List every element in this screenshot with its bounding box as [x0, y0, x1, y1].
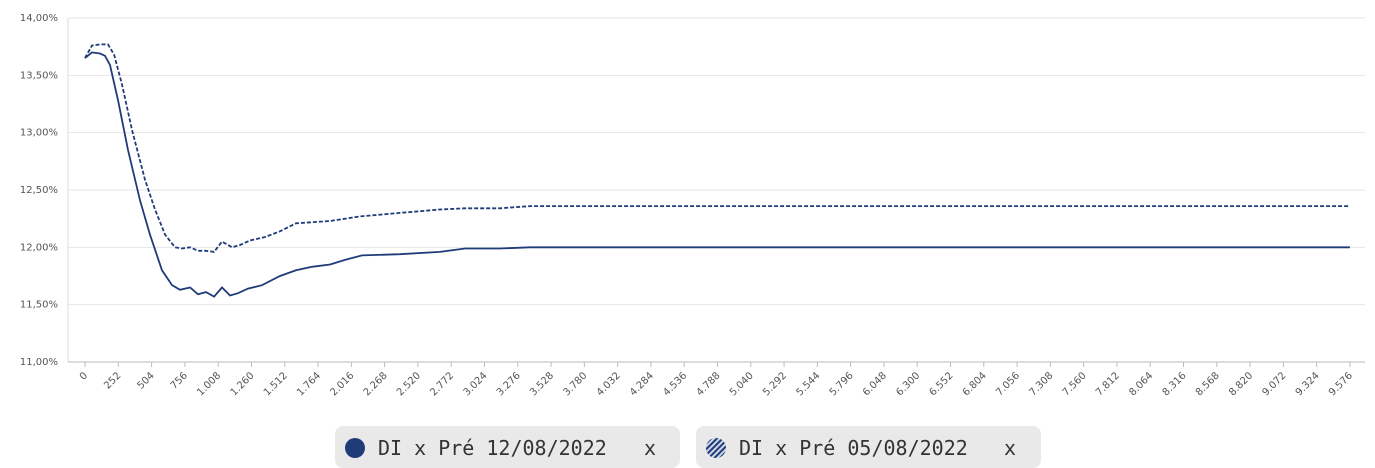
y-tick-label: 12,50% — [20, 185, 58, 196]
x-tick-label: 1.260 — [229, 370, 257, 398]
x-tick-label: 756 — [169, 370, 190, 391]
x-tick-label: 5.544 — [794, 370, 822, 398]
x-tick-label: 4.032 — [595, 370, 623, 398]
series-line — [84, 43, 1350, 253]
x-tick-label: 0 — [78, 370, 90, 382]
x-tick-label: 1.764 — [295, 370, 323, 398]
x-tick-label: 6.300 — [894, 370, 922, 398]
x-tick-label: 4.788 — [695, 370, 723, 398]
x-tick-label: 2.520 — [395, 370, 423, 398]
x-tick-label: 252 — [102, 370, 123, 391]
x-tick-label: 9.576 — [1327, 370, 1355, 398]
x-tick-label: 7.308 — [1027, 370, 1055, 398]
x-tick-label: 9.324 — [1294, 370, 1322, 398]
legend: DI x Pré 12/08/2022 x DI x Pré 05/08/202… — [335, 426, 1041, 468]
x-tick-label: 4.536 — [661, 370, 689, 398]
x-tick-label: 7.056 — [994, 370, 1022, 398]
x-tick-label: 8.316 — [1161, 370, 1189, 398]
x-tick-label: 1.512 — [262, 370, 290, 398]
legend-remove[interactable]: x — [644, 436, 656, 460]
x-tick-label: 8.064 — [1127, 370, 1155, 398]
y-tick-label: 11,00% — [20, 357, 58, 368]
y-tick-label: 13,50% — [20, 70, 58, 81]
x-tick-label: 3.276 — [495, 370, 523, 398]
legend-item[interactable] — [696, 426, 1041, 468]
x-tick-label: 3.528 — [528, 370, 556, 398]
legend-marker — [345, 438, 365, 458]
x-tick-label: 504 — [135, 370, 156, 391]
x-tick-label: 9.072 — [1260, 370, 1288, 398]
x-tick-label: 2.772 — [428, 370, 456, 398]
x-tick-label: 6.048 — [861, 370, 889, 398]
x-tick-label: 2.016 — [328, 370, 356, 398]
x-tick-label: 5.040 — [728, 370, 756, 398]
x-tick-label: 1.008 — [195, 370, 223, 398]
x-tick-label: 7.560 — [1061, 370, 1089, 398]
x-tick-label: 2.268 — [362, 370, 390, 398]
legend-marker — [706, 438, 726, 458]
x-tick-label: 5.796 — [828, 370, 856, 398]
x-tick-label: 3.024 — [462, 370, 490, 398]
y-tick-label: 14,00% — [20, 13, 58, 24]
legend-item[interactable] — [335, 426, 680, 468]
legend-label: DI x Pré 12/08/2022 — [378, 436, 607, 460]
y-tick-label: 11,50% — [20, 300, 58, 311]
series-line — [84, 51, 1350, 298]
legend-label: DI x Pré 05/08/2022 — [739, 436, 968, 460]
y-tick-label: 13,00% — [20, 128, 58, 139]
legend-remove[interactable]: x — [1004, 436, 1016, 460]
x-tick-label: 6.804 — [961, 370, 989, 398]
x-tick-label: 8.820 — [1227, 370, 1255, 398]
x-tick-label: 6.552 — [928, 370, 956, 398]
x-tick-label: 5.292 — [761, 370, 789, 398]
y-tick-label: 12,00% — [20, 242, 58, 253]
x-tick-label: 8.568 — [1194, 370, 1222, 398]
x-tick-label: 3.780 — [561, 370, 589, 398]
x-tick-label: 7.812 — [1094, 370, 1122, 398]
x-tick-label: 4.284 — [628, 370, 656, 398]
